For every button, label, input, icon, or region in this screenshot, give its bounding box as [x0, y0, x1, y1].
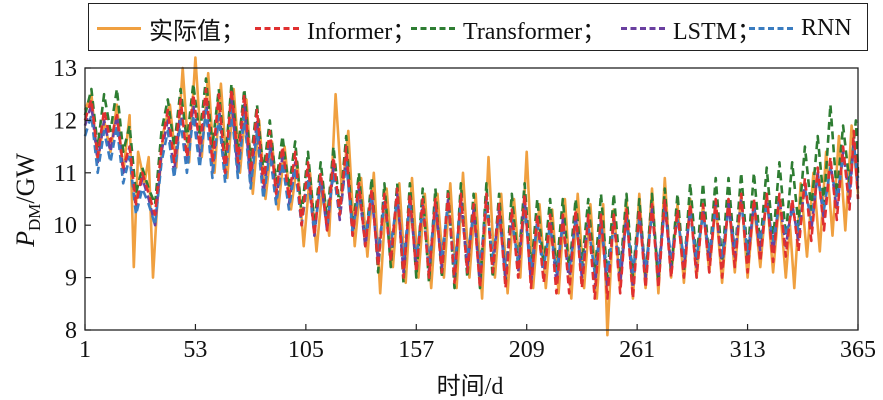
legend-swatch	[621, 26, 665, 30]
y-axis-label-unit: /GW	[11, 153, 40, 204]
series-line-2	[83, 87, 860, 300]
x-tick-label: 157	[398, 337, 434, 363]
y-axis-label: PDM/GW	[11, 153, 44, 248]
y-axis-label-subscript: DM	[25, 204, 44, 231]
plot-lines	[83, 56, 860, 337]
legend-swatch	[411, 26, 455, 30]
legend-swatch	[749, 26, 793, 30]
y-tick-label: 11	[54, 161, 77, 187]
legend-label: LSTM；	[673, 18, 762, 45]
x-tick-label: 313	[730, 337, 766, 363]
x-tick-label: 105	[288, 337, 324, 363]
y-tick-label: 8	[65, 318, 77, 344]
y-tick-label: 10	[53, 213, 77, 239]
y-tick-label: 9	[65, 266, 77, 292]
y-axis-label-main: P	[11, 231, 40, 248]
x-axis-label: 时间/d	[437, 373, 504, 400]
legend-item-2: Informer；	[255, 16, 416, 45]
y-tick-label: 12	[53, 108, 77, 134]
plot-frame	[84, 67, 859, 331]
legend-label: Informer；	[307, 18, 417, 45]
x-tick-label: 1	[79, 337, 91, 363]
legend-label: 实际值；	[149, 18, 245, 45]
legend-item-5: RNN	[749, 14, 852, 41]
legend: 实际值； Informer； Transformer； LSTM； RNN	[88, 3, 868, 51]
x-tick-label: 209	[509, 337, 545, 363]
legend-item-1: 实际值；	[97, 16, 245, 45]
x-tick-label: 53	[183, 337, 207, 363]
y-tick-label: 13	[53, 56, 77, 82]
y-axis: 8 9 10 11 12 13	[53, 56, 91, 344]
series-line-4	[83, 98, 860, 290]
legend-swatch	[255, 26, 299, 30]
legend-swatch	[97, 26, 141, 30]
legend-label: Transformer；	[463, 18, 607, 45]
x-axis: 1 53 105 157 209 261 313 365	[79, 324, 876, 363]
legend-item-3: Transformer；	[411, 16, 606, 45]
legend-item-4: LSTM；	[621, 16, 761, 45]
legend-label: RNN	[801, 14, 852, 41]
x-tick-label: 261	[619, 337, 655, 363]
x-tick-label: 365	[840, 337, 876, 363]
